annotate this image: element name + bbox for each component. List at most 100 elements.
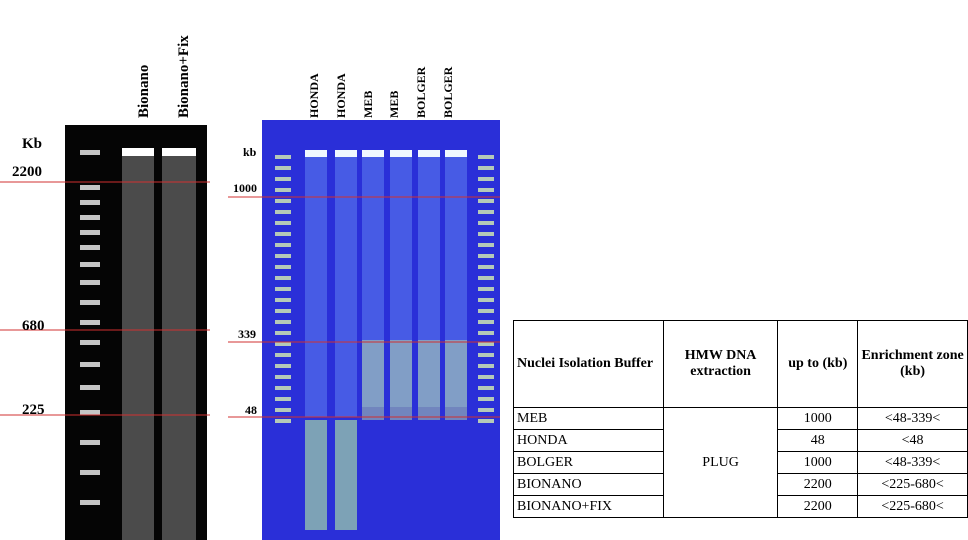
table-cell: HONDA [514, 430, 664, 452]
band [275, 210, 291, 214]
table-cell: BIONANO+FIX [514, 496, 664, 518]
band [478, 386, 494, 390]
well [445, 150, 467, 157]
band [80, 320, 100, 325]
band [275, 243, 291, 247]
marker-label: 1000 [233, 181, 257, 195]
smear [305, 157, 327, 417]
band [80, 470, 100, 475]
lane-label: Bionano+Fix [176, 35, 192, 118]
lane-label: HONDA [334, 73, 348, 118]
summary-table: Nuclei Isolation Buffer HMW DNA extracti… [513, 320, 968, 518]
band [80, 385, 100, 390]
band [275, 386, 291, 390]
band [478, 210, 494, 214]
band [478, 342, 494, 346]
band [478, 232, 494, 236]
well [418, 150, 440, 157]
header-cell: Enrichment zone (kb) [858, 321, 968, 408]
table-cell: BIONANO [514, 474, 664, 496]
table-cell: MEB [514, 408, 664, 430]
smear [445, 340, 467, 420]
band [275, 199, 291, 203]
unit-label: Kb [22, 136, 42, 152]
band [478, 309, 494, 313]
lane-label: BOLGER [441, 66, 455, 118]
band [478, 408, 494, 412]
table-cell: 2200 [778, 474, 858, 496]
band [275, 331, 291, 335]
band [478, 243, 494, 247]
band [478, 265, 494, 269]
band [275, 320, 291, 324]
gels: Kb 2200 680 225 kb 1000 339 48 Bionano B… [0, 0, 510, 540]
smear [418, 340, 440, 420]
smear [335, 157, 357, 417]
smear [305, 420, 327, 530]
marker-label: 2200 [12, 164, 42, 180]
table-cell: <48-339< [858, 452, 968, 474]
header-cell: HMW DNA extraction [663, 321, 778, 408]
band [275, 166, 291, 170]
table-cell: PLUG [663, 408, 778, 518]
band [275, 254, 291, 258]
table-cell: 1000 [778, 452, 858, 474]
band [275, 342, 291, 346]
band [478, 199, 494, 203]
band [80, 150, 100, 155]
band [80, 215, 100, 220]
well [335, 150, 357, 157]
band [275, 276, 291, 280]
smear [162, 148, 196, 540]
band [478, 364, 494, 368]
table-cell: <48-339< [858, 408, 968, 430]
smear [390, 340, 412, 420]
band [478, 419, 494, 423]
band [80, 340, 100, 345]
band [80, 362, 100, 367]
lane-label: HONDA [307, 73, 321, 118]
marker-label: 225 [22, 402, 45, 418]
marker-label: 339 [238, 327, 256, 341]
band [478, 298, 494, 302]
band [80, 500, 100, 505]
band [275, 364, 291, 368]
band [478, 276, 494, 280]
band [275, 265, 291, 269]
figure: Kb 2200 680 225 kb 1000 339 48 Bionano B… [0, 0, 968, 540]
band [478, 320, 494, 324]
band [275, 298, 291, 302]
band [275, 375, 291, 379]
header-cell: Nuclei Isolation Buffer [514, 321, 664, 408]
well [362, 150, 384, 157]
well [122, 148, 154, 156]
band [275, 155, 291, 159]
table-cell: <225-680< [858, 496, 968, 518]
band [80, 245, 100, 250]
band [478, 287, 494, 291]
band [478, 254, 494, 258]
band [275, 353, 291, 357]
band [478, 397, 494, 401]
band [478, 331, 494, 335]
lane-label: MEB [361, 91, 375, 118]
smear [335, 420, 357, 530]
band [275, 287, 291, 291]
band [275, 309, 291, 313]
band [478, 188, 494, 192]
lane-label: BOLGER [414, 66, 428, 118]
table-cell: BOLGER [514, 452, 664, 474]
table-cell: 48 [778, 430, 858, 452]
lane-label: Bionano [136, 65, 152, 118]
table-cell: <225-680< [858, 474, 968, 496]
header-cell: up to (kb) [778, 321, 858, 408]
well [162, 148, 196, 156]
band [478, 353, 494, 357]
unit-label: kb [243, 145, 257, 159]
band [80, 440, 100, 445]
band [275, 397, 291, 401]
band [275, 177, 291, 181]
band [275, 188, 291, 192]
band [80, 280, 100, 285]
band [478, 155, 494, 159]
